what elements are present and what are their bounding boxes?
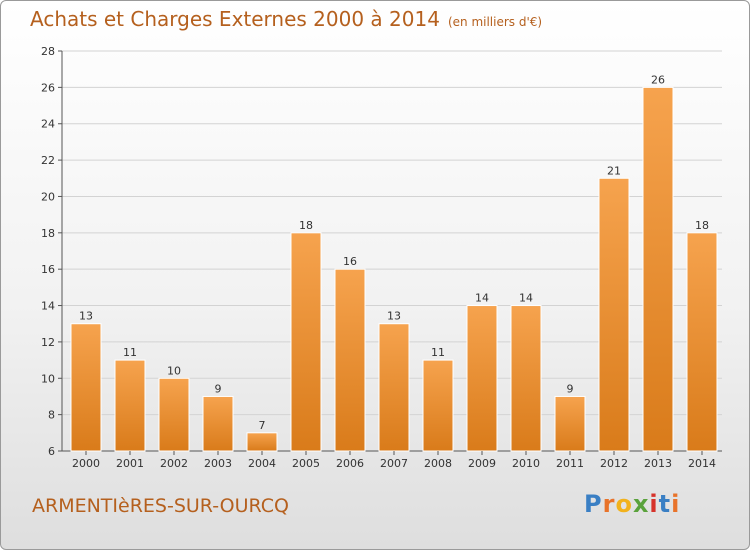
data-label: 14 <box>519 292 533 305</box>
data-label: 21 <box>607 164 621 177</box>
bar-2005 <box>290 232 322 452</box>
data-label: 11 <box>123 346 137 359</box>
y-tick-label: 28 <box>41 45 55 58</box>
y-tick-label: 26 <box>41 81 55 94</box>
bar-2014 <box>686 232 718 452</box>
bar-2013 <box>642 86 674 452</box>
bar-2006 <box>334 268 366 452</box>
x-tick-label: 2000 <box>72 457 100 470</box>
data-label: 16 <box>343 255 357 268</box>
x-tick-label: 2008 <box>424 457 452 470</box>
logo-letter: t <box>658 490 672 518</box>
x-tick-label: 2009 <box>468 457 496 470</box>
x-tick-label: 2007 <box>380 457 408 470</box>
x-tick-label: 2011 <box>556 457 584 470</box>
y-tick-label: 20 <box>41 190 55 203</box>
data-label: 9 <box>215 382 222 395</box>
data-label: 13 <box>79 310 93 323</box>
logo-letter: r <box>602 490 616 518</box>
data-label: 11 <box>431 346 445 359</box>
x-tick-label: 2012 <box>600 457 628 470</box>
data-label: 18 <box>695 219 709 232</box>
bar-2000 <box>70 323 102 452</box>
data-label: 10 <box>167 364 181 377</box>
commune-name: ARMENTIèRES-SUR-OURCQ <box>32 495 289 517</box>
title-text: Achats et Charges Externes 2000 à 2014 <box>30 7 440 31</box>
y-tick-label: 10 <box>41 372 55 385</box>
proxiti-logo: Proxiti <box>584 490 680 518</box>
data-label: 14 <box>475 292 489 305</box>
x-tick-label: 2006 <box>336 457 364 470</box>
x-tick-label: 2004 <box>248 457 276 470</box>
data-label: 7 <box>259 419 266 432</box>
bar-2011 <box>554 395 586 452</box>
x-tick-label: 2003 <box>204 457 232 470</box>
x-tick-label: 2014 <box>688 457 716 470</box>
data-label: 18 <box>299 219 313 232</box>
bar-2012 <box>598 177 630 452</box>
bar-2010 <box>510 305 542 452</box>
y-tick-label: 18 <box>41 227 55 240</box>
y-tick-label: 14 <box>41 300 55 313</box>
title-unit: (en milliers d'€) <box>447 15 543 29</box>
y-tick-label: 8 <box>48 409 55 422</box>
x-tick-label: 2013 <box>644 457 672 470</box>
y-tick-label: 24 <box>41 118 55 131</box>
data-label: 13 <box>387 310 401 323</box>
logo-letter: i <box>649 490 659 518</box>
bar-2002 <box>158 377 190 452</box>
y-tick-label: 12 <box>41 336 55 349</box>
y-tick-label: 16 <box>41 263 55 276</box>
data-label: 26 <box>651 73 665 86</box>
logo-letter: P <box>584 490 603 518</box>
y-tick-label: 22 <box>41 154 55 167</box>
bar-2009 <box>466 305 498 452</box>
data-label: 9 <box>567 382 574 395</box>
chart-title: Achats et Charges Externes 2000 à 2014 (e… <box>30 7 542 31</box>
bar-2003 <box>202 395 234 452</box>
x-tick-label: 2001 <box>116 457 144 470</box>
bar-2007 <box>378 323 410 452</box>
logo-letter: i <box>671 490 681 518</box>
bar-2004 <box>246 432 278 452</box>
y-tick-label: 6 <box>48 445 55 458</box>
x-tick-label: 2005 <box>292 457 320 470</box>
bar-2008 <box>422 359 454 452</box>
bar-2001 <box>114 359 146 452</box>
x-tick-label: 2002 <box>160 457 188 470</box>
x-tick-label: 2010 <box>512 457 540 470</box>
logo-letter: o <box>615 490 633 518</box>
logo-letter: x <box>632 490 650 518</box>
